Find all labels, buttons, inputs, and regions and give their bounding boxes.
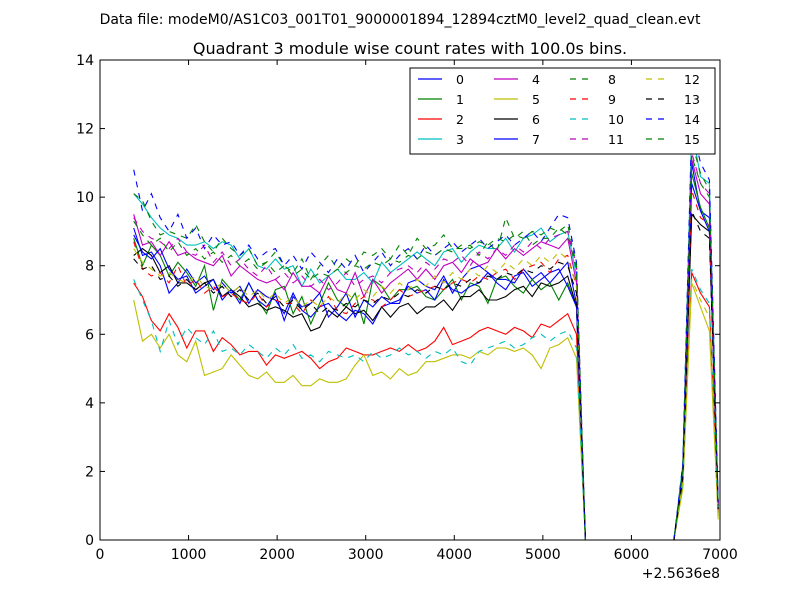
legend-label-6: 6 <box>532 112 540 127</box>
y-tick-label: 8 <box>85 259 94 275</box>
legend-label-14: 14 <box>684 112 700 127</box>
legend-label-15: 15 <box>684 132 700 147</box>
series-line-2 <box>133 272 719 541</box>
y-tick-label: 12 <box>76 122 94 138</box>
suptitle: Data file: modeM0/AS1C03_001T01_90000018… <box>100 12 701 28</box>
x-tick-label: 5000 <box>525 547 561 563</box>
y-tick-label: 2 <box>85 464 94 480</box>
chart-title: Quadrant 3 module wise count rates with … <box>193 39 627 58</box>
series-line-6 <box>133 212 719 541</box>
legend-label-9: 9 <box>608 92 616 107</box>
series-line-5 <box>133 282 719 541</box>
y-tick-label: 4 <box>85 396 94 412</box>
x-tick-label: 7000 <box>702 547 738 563</box>
legend-label-5: 5 <box>532 92 540 107</box>
series-line-11 <box>133 152 719 541</box>
axes-frame <box>99 59 721 541</box>
x-tick-label: 1000 <box>171 547 207 563</box>
x-tick-label: 4000 <box>436 547 472 563</box>
series-line-3 <box>133 128 719 541</box>
x-tick-label: 2000 <box>259 547 295 563</box>
x-tick-label: 0 <box>96 547 105 563</box>
legend-label-12: 12 <box>684 72 700 87</box>
x-axis-offset-label: +2.5636e8 <box>642 566 720 582</box>
series-line-0 <box>133 162 719 541</box>
series-line-10 <box>133 268 719 541</box>
plot-area <box>133 124 719 541</box>
y-tick-label: 0 <box>85 533 94 549</box>
y-tick-label: 14 <box>76 53 94 69</box>
y-tick-label: 6 <box>85 327 94 343</box>
x-tick-label: 3000 <box>348 547 384 563</box>
y-tick-label: 10 <box>76 190 94 206</box>
legend-label-0: 0 <box>456 72 464 87</box>
series-line-4 <box>133 159 719 541</box>
legend-box <box>409 67 716 155</box>
legend-label-10: 10 <box>608 112 624 127</box>
series-line-13 <box>133 210 719 541</box>
series-line-8 <box>133 142 719 541</box>
x-tick-label: 6000 <box>614 547 650 563</box>
legend-label-3: 3 <box>456 132 464 147</box>
legend-label-11: 11 <box>608 132 624 147</box>
legend-label-2: 2 <box>456 112 464 127</box>
legend-label-1: 1 <box>456 92 464 107</box>
series-line-1 <box>133 172 719 541</box>
legend-label-8: 8 <box>608 72 616 87</box>
series-line-12 <box>133 248 719 541</box>
legend-label-13: 13 <box>684 92 700 107</box>
series-line-14 <box>133 124 719 541</box>
legend-label-4: 4 <box>532 72 540 87</box>
legend-label-7: 7 <box>532 132 540 147</box>
